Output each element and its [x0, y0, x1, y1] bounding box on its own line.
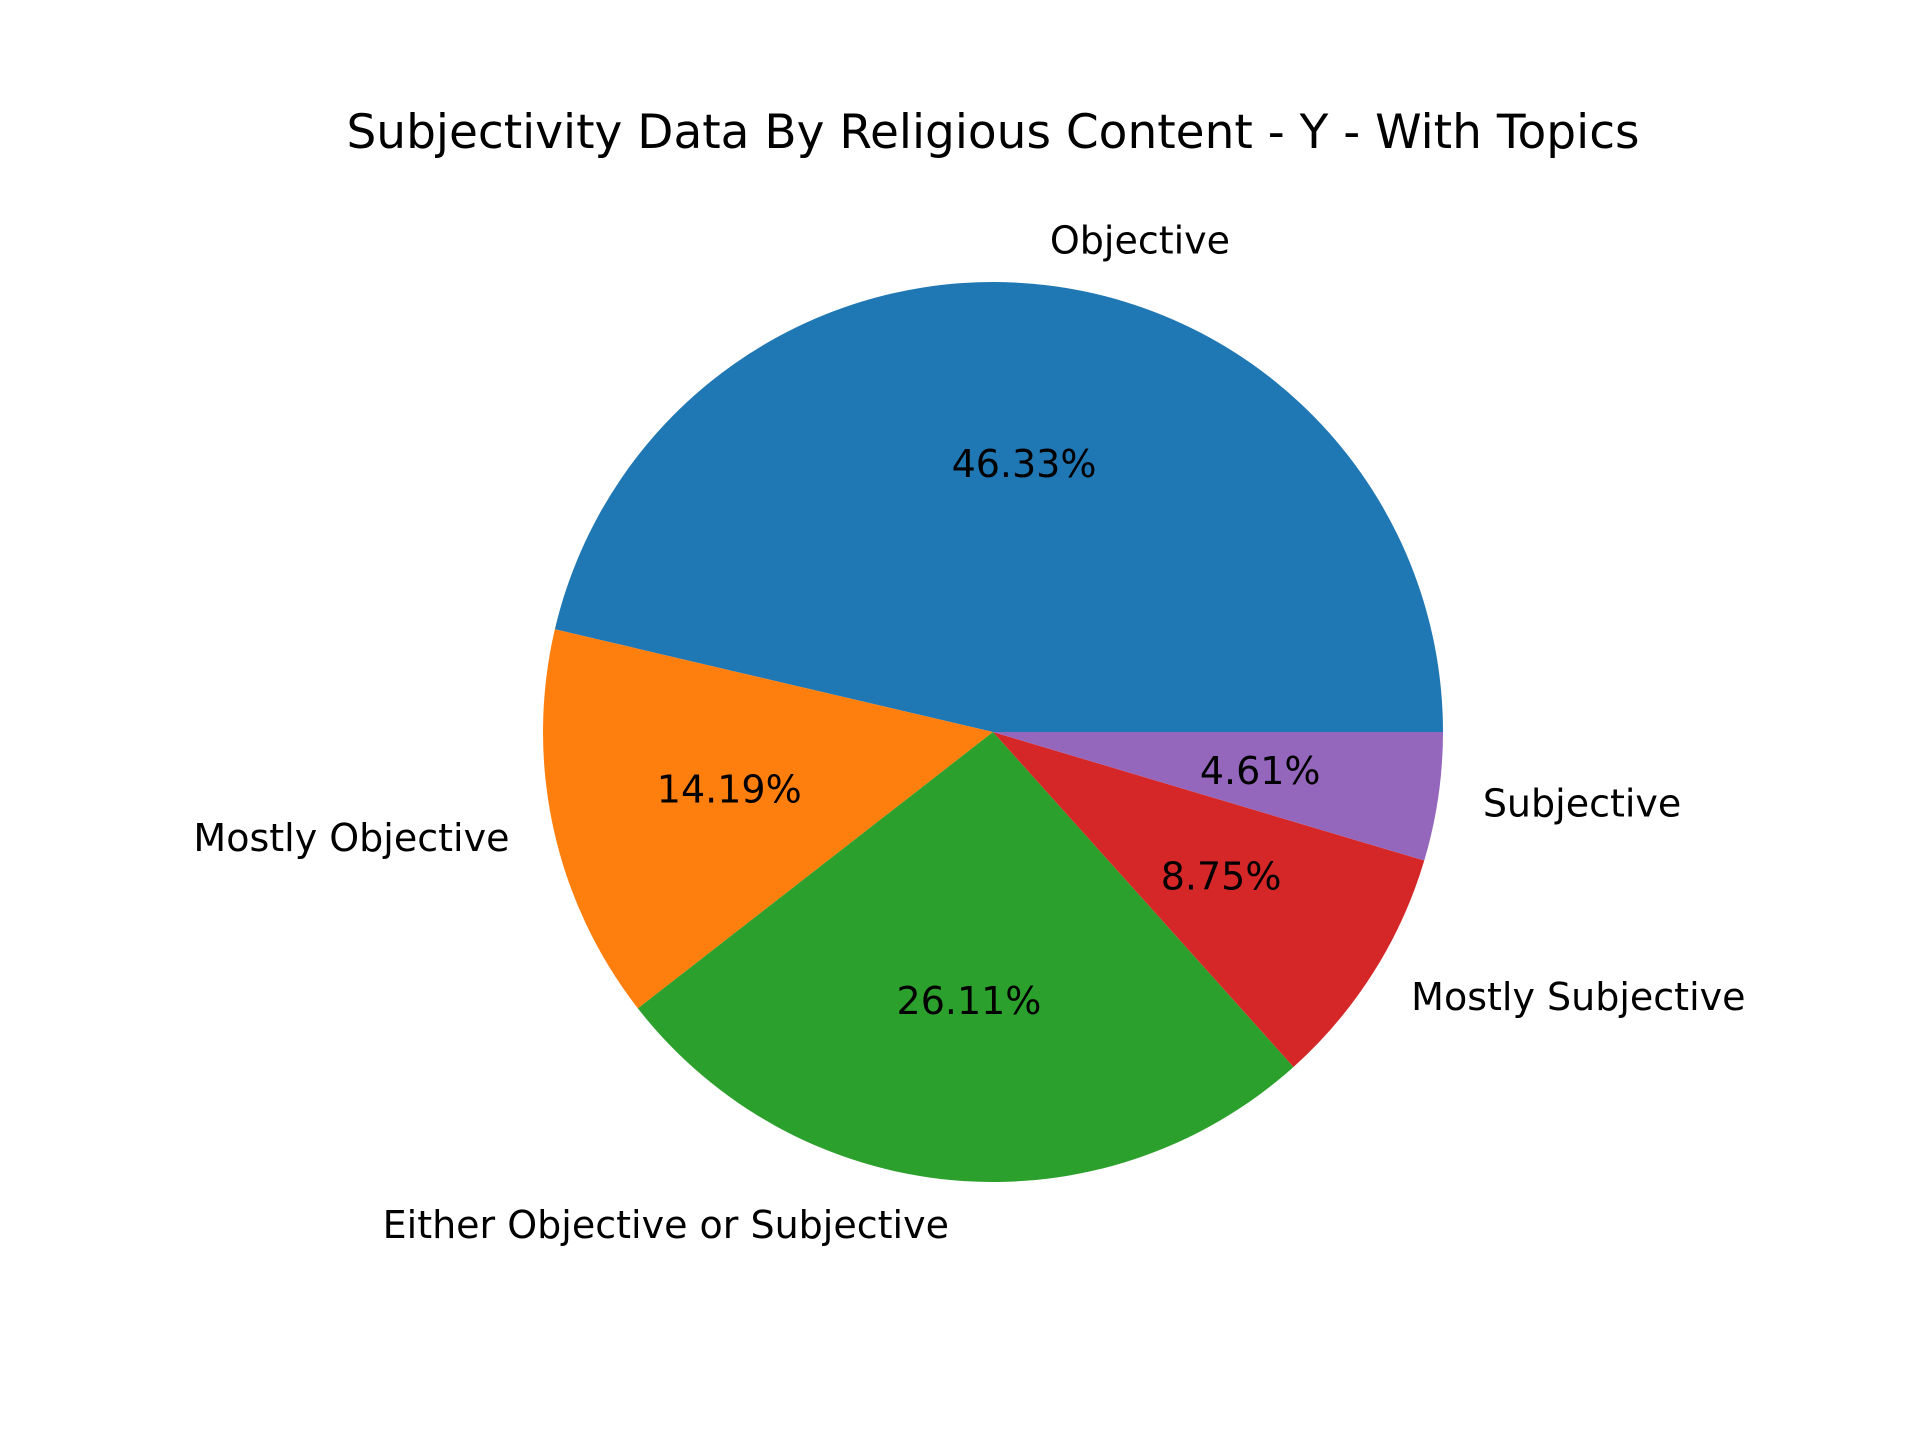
- pct-label-either-objective-or-subjective: 26.11%: [897, 979, 1042, 1023]
- slice-label-mostly-subjective: Mostly Subjective: [1411, 975, 1745, 1019]
- slice-label-objective: Objective: [1050, 218, 1230, 262]
- pie-slice-either-objective-or-subjective: [637, 732, 1294, 1182]
- pct-label-mostly-objective: 14.19%: [657, 768, 802, 812]
- chart-title: Subjectivity Data By Religious Content -…: [346, 105, 1639, 160]
- slice-label-mostly-objective: Mostly Objective: [193, 816, 509, 860]
- pie-slice-mostly-subjective: [993, 732, 1425, 1067]
- pie-slice-objective: [554, 281, 1443, 732]
- percent-labels: 46.33% 14.19% 26.11% 8.75% 4.61%: [657, 442, 1321, 1023]
- pie-slice-subjective: [993, 732, 1443, 861]
- pie-slice-mostly-objective: [543, 629, 993, 1009]
- slice-label-either-objective-or-subjective: Either Objective or Subjective: [383, 1203, 949, 1247]
- pct-label-subjective: 4.61%: [1200, 749, 1321, 793]
- pct-label-objective: 46.33%: [952, 442, 1097, 486]
- slice-labels: Objective Mostly Objective Either Objectiv…: [193, 218, 1745, 1247]
- pie-slices: [543, 281, 1443, 1182]
- slice-label-subjective: Subjective: [1483, 781, 1681, 825]
- pct-label-mostly-subjective: 8.75%: [1161, 854, 1282, 898]
